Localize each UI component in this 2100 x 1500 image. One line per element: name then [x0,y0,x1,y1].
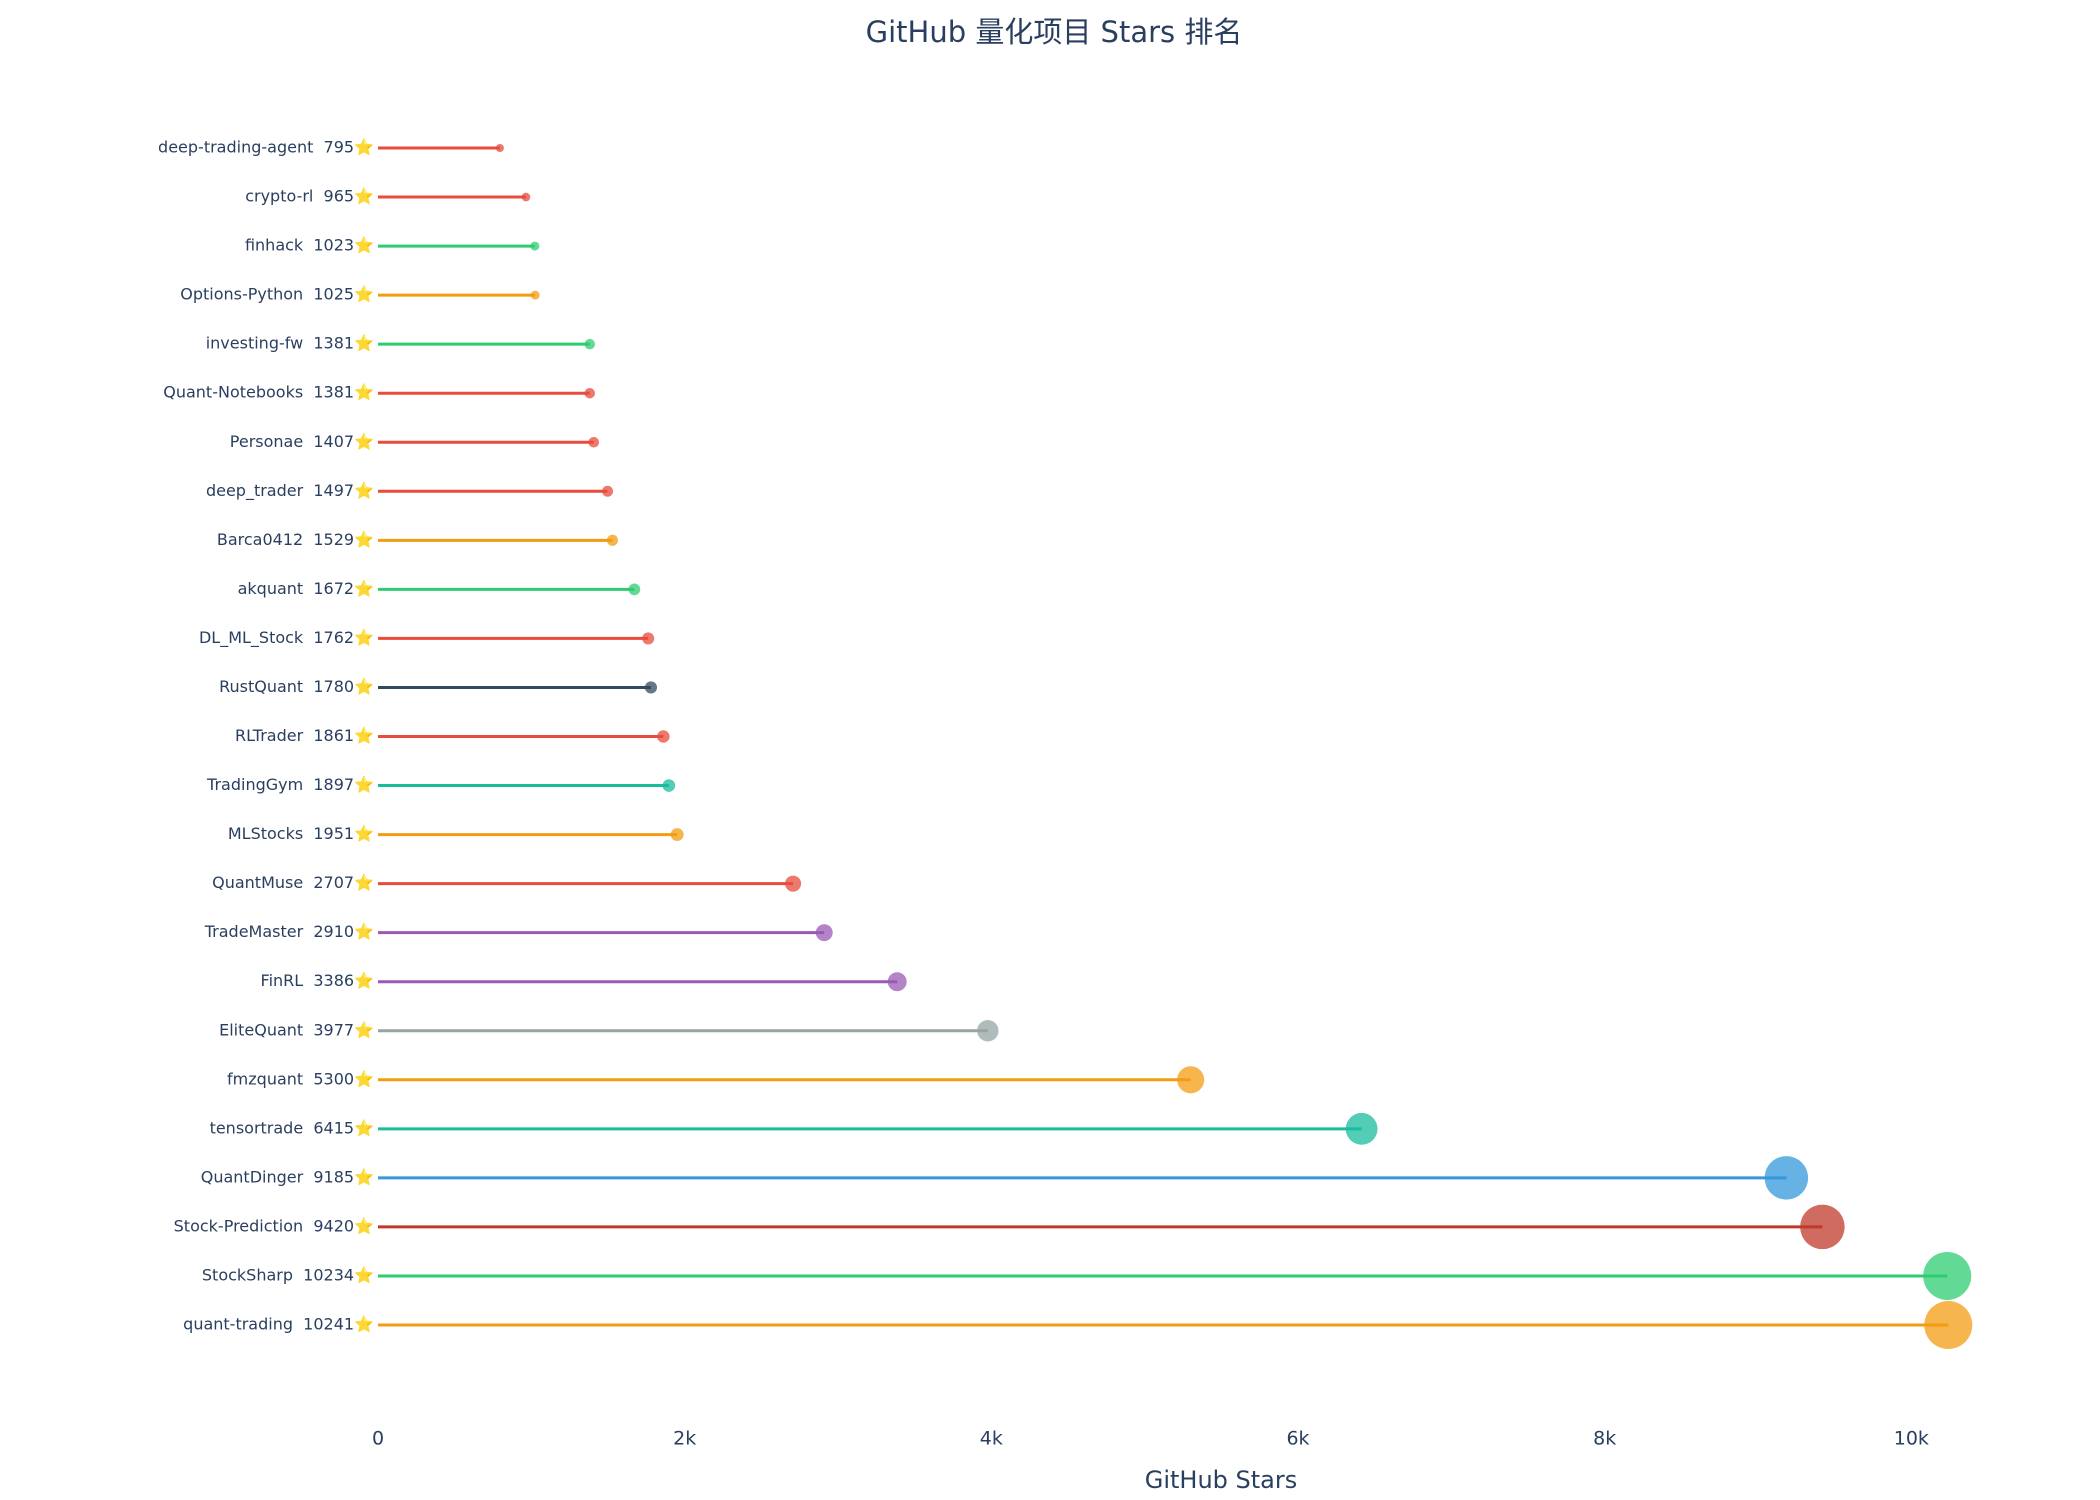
dot [584,387,595,399]
y-tick-label: investing-fw 1381⭐ [206,334,374,353]
y-tick-label: finhack 1023⭐ [245,236,374,255]
dot [815,924,833,942]
dot [588,436,600,448]
dot [521,192,531,202]
dot [644,681,658,694]
y-tick-label: tensortrade 6415⭐ [210,1118,374,1137]
y-tick-label: deep-trading-agent 795⭐ [158,138,374,157]
y-tick-label: QuantMuse 2707⭐ [212,873,374,892]
dot [1800,1204,1845,1250]
y-tick-label: deep_trader 1497⭐ [206,481,374,501]
x-tick-label: 6k [1286,1428,1309,1450]
x-tick-label: 2k [673,1428,696,1450]
y-tick-label: fmzquant 5300⭐ [227,1069,374,1088]
x-tick-label: 8k [1593,1428,1616,1450]
y-tick-label: Options-Python 1025⭐ [180,285,374,304]
dot [662,779,676,792]
y-tick-label: QuantDinger 9185⭐ [201,1167,374,1186]
y-tick-label: akquant 1672⭐ [238,579,374,598]
y-tick-label: StockSharp 10234⭐ [202,1265,374,1284]
y-tick-label: Quant-Notebooks 1381⭐ [163,383,374,402]
dot [628,583,641,596]
y-tick-label: MLStocks 1951⭐ [228,824,374,843]
dot [1923,1251,1972,1300]
dot [1345,1112,1378,1145]
y-tick-label: RLTrader 1861⭐ [235,726,374,745]
x-tick-label: 0 [372,1428,384,1450]
y-tick-label: RustQuant 1780⭐ [219,677,374,696]
dot [606,534,619,546]
y-tick-label: TradeMaster 2910⭐ [204,922,374,941]
dot [1764,1156,1809,1200]
x-axis-title: GitHub Stars [1145,1466,1298,1494]
dot [530,290,540,300]
dot [1177,1066,1205,1094]
chart-title: GitHub 量化项目 Stars 排名 [866,15,1243,49]
dot [642,632,655,645]
y-tick-label: crypto-rl 965⭐ [245,187,374,206]
dot [584,338,595,350]
y-tick-label: Barca0412 1529⭐ [217,530,374,549]
y-tick-label: Personae 1407⭐ [230,432,374,451]
dot [977,1020,999,1042]
dot [1924,1301,1973,1349]
dot [887,972,907,992]
x-tick-label: 10k [1894,1428,1929,1450]
dot [495,144,504,152]
dot [602,485,614,497]
y-tick-label: TradingGym 1897⭐ [206,775,374,794]
y-tick-label: FinRL 3386⭐ [261,971,374,990]
y-tick-label: Stock-Prediction 9420⭐ [174,1216,374,1235]
dot [530,241,540,251]
dot [785,875,802,892]
y-tick-label: DL_ML_Stock 1762⭐ [199,628,374,648]
dot [670,828,684,842]
y-tick-label: EliteQuant 3977⭐ [219,1020,374,1039]
dot [657,730,670,743]
x-tick-label: 4k [980,1428,1003,1450]
y-tick-label: quant-trading 10241⭐ [183,1315,374,1334]
